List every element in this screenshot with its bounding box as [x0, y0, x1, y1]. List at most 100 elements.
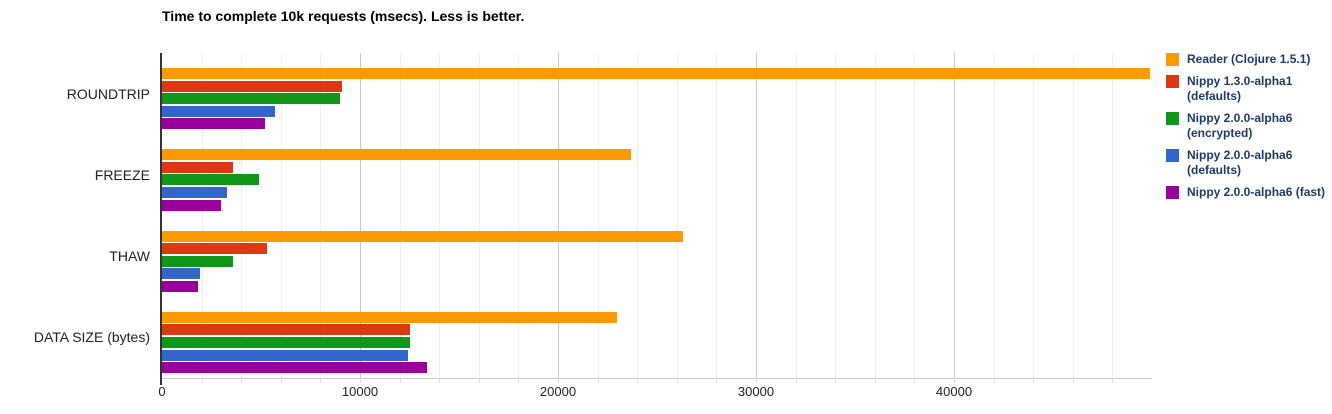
minor-gridline: [637, 53, 639, 378]
x-axis-tick: [1033, 378, 1035, 383]
bar: [162, 149, 632, 161]
x-axis-tick: [478, 378, 480, 383]
minor-gridline: [597, 53, 599, 378]
legend-label-line: Nippy 2.0.0-alpha6: [1187, 111, 1293, 125]
minor-gridline: [716, 53, 718, 378]
x-axis-tick: [835, 378, 837, 383]
major-gridline: [558, 53, 559, 378]
x-axis-labels: 0 10000 20000 30000 40000: [158, 384, 1152, 404]
zero-axis-tick: [160, 378, 162, 385]
legend-label-line: (encrypted): [1187, 126, 1253, 140]
legend-item: Reader (Clojure 1.5.1): [1166, 52, 1330, 67]
bar: [162, 324, 410, 336]
bar: [162, 362, 428, 374]
bar-group: [162, 53, 1152, 134]
legend-label: Nippy 2.0.0-alpha6 (fast): [1187, 185, 1325, 200]
bar-group: [162, 134, 1152, 215]
bar-group: [162, 297, 1152, 378]
minor-gridline: [835, 53, 837, 378]
minor-gridline: [993, 53, 995, 378]
category-label: FREEZE: [94, 166, 150, 183]
x-axis-tick: [320, 378, 322, 383]
bar: [162, 243, 267, 255]
x-axis-tick: [201, 378, 203, 383]
x-axis-tick: [874, 378, 876, 383]
x-axis-tick: [399, 378, 401, 383]
bar: [162, 336, 410, 348]
minor-gridline: [399, 53, 401, 378]
bar: [162, 118, 265, 130]
category-label: ROUNDTRIP: [66, 85, 150, 102]
bar: [162, 268, 200, 280]
minor-gridline: [241, 53, 243, 378]
minor-gridline: [439, 53, 441, 378]
x-tick-label: 20000: [539, 384, 577, 399]
legend-label-line: (defaults): [1187, 89, 1241, 103]
legend: Reader (Clojure 1.5.1) Nippy 1.3.0-alpha1…: [1166, 52, 1330, 200]
x-axis-tick: [1072, 378, 1074, 383]
legend-label-line: Reader (Clojure 1.5.1): [1187, 52, 1311, 66]
legend-label-line: (defaults): [1187, 163, 1241, 177]
x-tick-label: 0: [158, 384, 166, 399]
minor-gridline: [1112, 53, 1114, 378]
minor-gridline: [676, 53, 678, 378]
chart-title: Time to complete 10k requests (msecs). L…: [162, 8, 525, 24]
x-axis-tick: [1112, 378, 1114, 383]
x-axis-tick: [241, 378, 243, 383]
x-axis-tick: [716, 378, 718, 383]
bar: [162, 93, 341, 105]
bar: [162, 230, 683, 242]
bar: [162, 68, 1151, 79]
minor-gridline: [320, 53, 322, 378]
legend-label-line: Nippy 2.0.0-alpha6 (fast): [1187, 185, 1326, 199]
x-axis-tick: [993, 378, 995, 383]
bar: [162, 161, 234, 173]
legend-swatch: [1166, 75, 1179, 88]
x-axis-tick: [558, 378, 559, 383]
minor-gridline: [518, 53, 520, 378]
x-tick-label: 30000: [737, 384, 775, 399]
bar: [162, 174, 260, 186]
minor-gridline: [1072, 53, 1074, 378]
major-gridline: [756, 53, 757, 378]
legend-label: Nippy 1.3.0-alpha1 (defaults): [1187, 74, 1292, 104]
x-tick-label: 10000: [341, 384, 379, 399]
legend-item: Nippy 1.3.0-alpha1 (defaults): [1166, 74, 1330, 104]
x-axis-tick: [795, 378, 797, 383]
legend-label-line: Nippy 1.3.0-alpha1: [1187, 74, 1293, 88]
minor-gridline: [280, 53, 282, 378]
bar: [162, 105, 275, 117]
x-axis-tick: [914, 378, 916, 383]
x-axis-tick: [676, 378, 678, 383]
minor-gridline: [874, 53, 876, 378]
legend-swatch: [1166, 149, 1179, 162]
bar: [162, 187, 228, 199]
category-axis: ROUNDTRIP FREEZE THAW DATA SIZE (bytes): [0, 53, 150, 378]
legend-swatch: [1166, 112, 1179, 125]
major-gridline: [360, 53, 361, 378]
x-axis-tick: [518, 378, 520, 383]
legend-label: Nippy 2.0.0-alpha6 (defaults): [1187, 148, 1292, 178]
bar: [162, 80, 343, 92]
minor-gridline: [795, 53, 797, 378]
bar: [162, 349, 408, 361]
legend-label: Reader (Clojure 1.5.1): [1187, 52, 1310, 67]
x-tick-label: 40000: [935, 384, 973, 399]
x-axis-tick: [280, 378, 282, 383]
minor-gridline: [1033, 53, 1035, 378]
minor-gridline: [478, 53, 480, 378]
bar: [162, 199, 222, 211]
legend-label-line: Nippy 2.0.0-alpha6: [1187, 148, 1293, 162]
legend-item: Nippy 2.0.0-alpha6 (encrypted): [1166, 111, 1330, 141]
legend-swatch: [1166, 186, 1179, 199]
legend-item: Nippy 2.0.0-alpha6 (fast): [1166, 185, 1330, 200]
minor-gridline: [201, 53, 203, 378]
bar: [162, 280, 198, 292]
category-label: THAW: [109, 248, 150, 265]
x-axis-tick: [954, 378, 955, 383]
plot-area: [160, 53, 1152, 385]
x-axis-tick: [756, 378, 757, 383]
x-axis-tick: [637, 378, 639, 383]
x-axis-tick: [360, 378, 361, 383]
